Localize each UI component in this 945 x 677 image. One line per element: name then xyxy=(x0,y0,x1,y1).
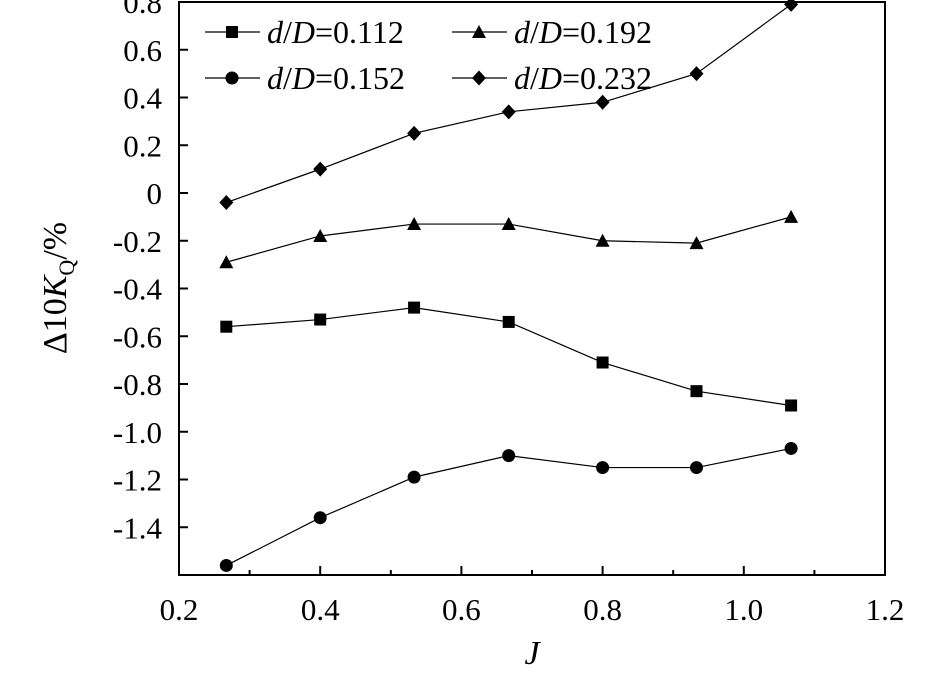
data-point xyxy=(501,104,516,120)
legend-label-var2: D xyxy=(291,14,315,50)
data-point xyxy=(784,441,798,455)
x-tick-label: 1.2 xyxy=(866,592,905,627)
y-tick-label: 0.8 xyxy=(123,0,162,20)
legend-label: d/D=0.112 xyxy=(267,14,404,50)
data-point xyxy=(313,161,328,177)
data-point xyxy=(595,233,610,247)
y-tick-label: 0.2 xyxy=(123,128,162,163)
data-point xyxy=(689,236,704,250)
y-tick-label: -1.0 xyxy=(113,415,162,450)
legend-marker xyxy=(225,71,239,85)
legend-item: d/D=0.152 xyxy=(205,60,405,96)
legend-label-var2: D xyxy=(291,60,315,96)
x-tick-label: 0.2 xyxy=(160,592,199,627)
x-tick-label: 0.6 xyxy=(442,592,481,627)
data-point xyxy=(690,385,703,398)
data-point xyxy=(313,228,328,242)
series-layer xyxy=(219,0,799,572)
x-tick-label: 0.8 xyxy=(583,592,622,627)
data-point xyxy=(220,320,233,333)
legend-label-value: =0.232 xyxy=(562,60,652,96)
data-point xyxy=(595,94,610,110)
data-point xyxy=(596,356,609,369)
data-point xyxy=(408,301,421,314)
y-tick-label: 0.4 xyxy=(123,81,162,116)
y-tick-label: -0.6 xyxy=(113,319,162,354)
legend-item: d/D=0.232 xyxy=(452,60,652,96)
data-point xyxy=(219,558,233,572)
legend-label-value: =0.192 xyxy=(562,14,652,50)
legend-marker xyxy=(226,26,238,38)
data-point xyxy=(689,66,704,82)
data-point xyxy=(596,461,610,475)
data-point xyxy=(407,217,422,231)
series-square xyxy=(220,301,798,412)
legend-label-slash: / xyxy=(283,14,292,50)
legend-label-var: d xyxy=(514,14,531,50)
data-point xyxy=(407,470,421,484)
y-tick-label: -1.2 xyxy=(113,463,162,498)
data-point xyxy=(784,0,799,12)
y-axis-title-subscript: Q xyxy=(54,260,79,276)
y-axis-title-prefix: Δ10 xyxy=(37,298,74,354)
legend-label-var2: D xyxy=(538,60,562,96)
y-tick-label: 0.6 xyxy=(123,33,162,68)
legend-marker xyxy=(472,25,486,38)
x-tick-label: 1.0 xyxy=(724,592,763,627)
data-point xyxy=(502,449,516,463)
y-tick-label: -0.8 xyxy=(113,367,162,402)
y-axis-title: Δ10KQ/% xyxy=(37,222,79,354)
legend-label-var: d xyxy=(267,60,284,96)
data-point xyxy=(314,313,327,326)
y-axis-title-suffix: /% xyxy=(37,222,74,260)
y-tick-label: -0.4 xyxy=(113,272,163,307)
y-tick-label: -0.2 xyxy=(113,224,162,259)
data-point xyxy=(407,125,422,141)
series-diamond xyxy=(219,0,799,211)
series-line xyxy=(226,447,792,566)
legend-label-value: =0.152 xyxy=(315,60,405,96)
legend-label-slash: / xyxy=(530,14,539,50)
legend-label-slash: / xyxy=(530,60,539,96)
legend-label-var: d xyxy=(267,14,284,50)
legend-item: d/D=0.192 xyxy=(452,14,652,50)
legend-marker xyxy=(472,70,486,86)
x-axis-ticks: 0.2 0.4 0.6 0.8 1.0 1.2 xyxy=(160,566,905,627)
legend-label: d/D=0.152 xyxy=(267,60,405,96)
data-point xyxy=(313,511,327,525)
x-axis-title: J xyxy=(524,635,541,672)
data-point xyxy=(784,209,799,223)
data-point xyxy=(689,461,703,475)
y-axis-ticks: 0.8 0.6 0.4 0.2 0 -0.2 -0.4 -0.6 -0.8 -1.0 -1.2 -1.… xyxy=(113,0,188,545)
legend-label-var: d xyxy=(514,60,531,96)
y-axis-title-variable: K xyxy=(37,273,74,299)
x-tick-label: 0.4 xyxy=(301,592,340,627)
legend-label: d/D=0.232 xyxy=(514,60,652,96)
series-triangle xyxy=(219,209,799,269)
series-circle xyxy=(219,441,798,572)
legend-item: d/D=0.112 xyxy=(205,14,404,50)
data-point xyxy=(219,195,234,211)
legend-label-value: =0.112 xyxy=(315,14,404,50)
data-point xyxy=(785,399,798,412)
legend-label-var2: D xyxy=(538,14,562,50)
legend-label: d/D=0.192 xyxy=(514,14,652,50)
y-tick-label: 0 xyxy=(147,176,163,211)
legend-label-slash: / xyxy=(283,60,292,96)
data-point xyxy=(501,217,516,231)
data-point xyxy=(502,315,515,328)
y-tick-label: -1.4 xyxy=(113,510,163,545)
data-point xyxy=(219,255,234,269)
